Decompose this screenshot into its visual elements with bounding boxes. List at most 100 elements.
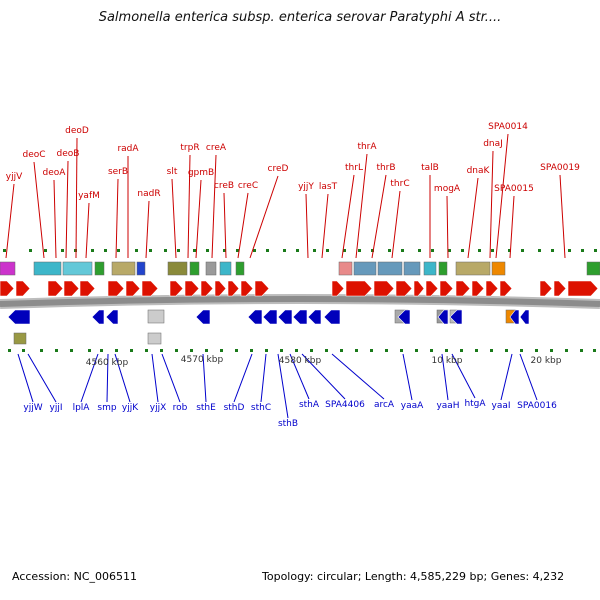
gene-label-yjjW[interactable]: yjjW (23, 403, 43, 413)
feature-box[interactable] (403, 261, 421, 276)
gene-arrow[interactable] (254, 280, 270, 297)
gene-label-thrB[interactable]: thrB (376, 163, 396, 173)
gene-label-thrA[interactable]: thrA (357, 142, 377, 152)
feature-box[interactable] (147, 332, 162, 345)
gene-arrow[interactable] (7, 309, 31, 325)
gene-arrow[interactable] (395, 280, 413, 297)
gene-label-dnaK[interactable]: dnaK (466, 166, 490, 176)
gene-label-deoC[interactable]: deoC (22, 150, 46, 160)
gene-label-yjjV[interactable]: yjjV (5, 172, 23, 182)
gene-label-deoD[interactable]: deoD (65, 126, 89, 136)
gene-arrow[interactable] (439, 280, 454, 297)
feature-box[interactable] (0, 261, 16, 276)
feature-box[interactable] (13, 332, 27, 345)
feature-box[interactable] (33, 261, 62, 276)
gene-arrow[interactable] (240, 280, 254, 297)
gene-arrow[interactable] (307, 309, 322, 325)
gene-label-yjjI[interactable]: yjjI (49, 403, 63, 413)
gene-label-SPA0015[interactable]: SPA0015 (494, 184, 534, 194)
gene-label-mogA[interactable]: mogA (433, 184, 461, 194)
gene-arrow[interactable] (292, 309, 308, 325)
gene-arrow[interactable] (437, 309, 449, 325)
gene-label-arcA[interactable]: arcA (373, 400, 395, 410)
gene-label-slt[interactable]: slt (166, 167, 178, 177)
gene-arrow[interactable] (499, 280, 513, 297)
gene-arrow[interactable] (553, 280, 567, 297)
feature-box[interactable] (111, 261, 136, 276)
gene-label-sthB[interactable]: sthB (277, 419, 299, 429)
gene-arrow[interactable] (519, 309, 530, 325)
gene-arrow[interactable] (91, 309, 105, 325)
gene-arrow[interactable] (331, 280, 345, 297)
feature-box[interactable] (377, 261, 403, 276)
gene-arrow[interactable] (277, 309, 293, 325)
gene-label-SPA0014[interactable]: SPA0014 (488, 122, 528, 132)
gene-arrow[interactable] (214, 280, 227, 297)
gene-label-yaaA[interactable]: yaaA (400, 401, 424, 411)
feature-box[interactable] (219, 261, 232, 276)
gene-label-yafM[interactable]: yafM (78, 191, 100, 201)
feature-box[interactable] (94, 261, 105, 276)
feature-box[interactable] (136, 261, 146, 276)
gene-arrow[interactable] (79, 280, 96, 297)
gene-arrow[interactable] (247, 309, 263, 325)
gene-label-creB[interactable]: creB (213, 181, 235, 191)
gene-label-creD[interactable]: creD (267, 164, 289, 174)
feature-box[interactable] (167, 261, 188, 276)
gene-arrow[interactable] (184, 280, 200, 297)
feature-box[interactable] (423, 261, 437, 276)
gene-label-creA[interactable]: creA (205, 143, 227, 153)
gene-arrow[interactable] (47, 280, 64, 297)
gene-arrow[interactable] (0, 280, 15, 297)
gene-arrow[interactable] (323, 309, 341, 325)
gene-label-sthD[interactable]: sthD (223, 403, 245, 413)
gene-arrow[interactable] (485, 280, 499, 297)
gene-label-serB[interactable]: serB (107, 167, 129, 177)
gene-label-radA[interactable]: radA (117, 144, 139, 154)
feature-box[interactable] (438, 261, 448, 276)
gene-label-trpR[interactable]: trpR (180, 143, 200, 153)
feature-box[interactable] (455, 261, 491, 276)
gene-arrow[interactable] (413, 280, 425, 297)
gene-label-SPA0016[interactable]: SPA0016 (517, 401, 557, 411)
gene-label-lplA[interactable]: lplA (72, 403, 90, 413)
feature-box[interactable] (338, 261, 353, 276)
gene-label-dnaJ[interactable]: dnaJ (483, 139, 503, 149)
gene-label-rob[interactable]: rob (172, 403, 188, 413)
gene-arrow[interactable] (373, 280, 395, 297)
gene-label-deoB[interactable]: deoB (56, 149, 80, 159)
gene-label-yjjK[interactable]: yjjK (121, 403, 139, 413)
gene-arrow[interactable] (169, 280, 184, 297)
gene-arrow[interactable] (227, 280, 240, 297)
feature-box[interactable] (491, 261, 506, 276)
gene-arrow[interactable] (262, 309, 278, 325)
gene-arrow[interactable] (509, 309, 520, 325)
gene-arrow[interactable] (200, 280, 214, 297)
gene-label-nadR[interactable]: nadR (137, 189, 161, 199)
feature-box[interactable] (189, 261, 200, 276)
gene-label-sthA[interactable]: sthA (298, 400, 320, 410)
gene-label-deoA[interactable]: deoA (42, 168, 66, 178)
gene-arrow[interactable] (15, 280, 31, 297)
feature-box[interactable] (235, 261, 245, 276)
feature-box[interactable] (205, 261, 217, 276)
gene-arrow[interactable] (539, 280, 553, 297)
gene-label-SPA0019[interactable]: SPA0019 (540, 163, 580, 173)
gene-arrow[interactable] (195, 309, 211, 325)
gene-arrow[interactable] (63, 280, 80, 297)
gene-arrow[interactable] (105, 309, 119, 325)
gene-label-yjjX[interactable]: yjjX (149, 403, 167, 413)
feature-box[interactable] (586, 261, 600, 276)
gene-arrow[interactable] (471, 280, 485, 297)
gene-label-gpmB[interactable]: gpmB (187, 168, 215, 178)
gene-arrow[interactable] (425, 280, 439, 297)
gene-arrow[interactable] (125, 280, 141, 297)
gene-label-creC[interactable]: creC (237, 181, 259, 191)
gene-arrow[interactable] (455, 280, 471, 297)
gene-label-htgA[interactable]: htgA (464, 399, 486, 409)
gene-arrow[interactable] (449, 309, 463, 325)
gene-label-SPA4406[interactable]: SPA4406 (325, 400, 365, 410)
gene-arrow[interactable] (107, 280, 125, 297)
gene-label-thrL[interactable]: thrL (345, 163, 363, 173)
gene-arrow[interactable] (397, 309, 411, 325)
